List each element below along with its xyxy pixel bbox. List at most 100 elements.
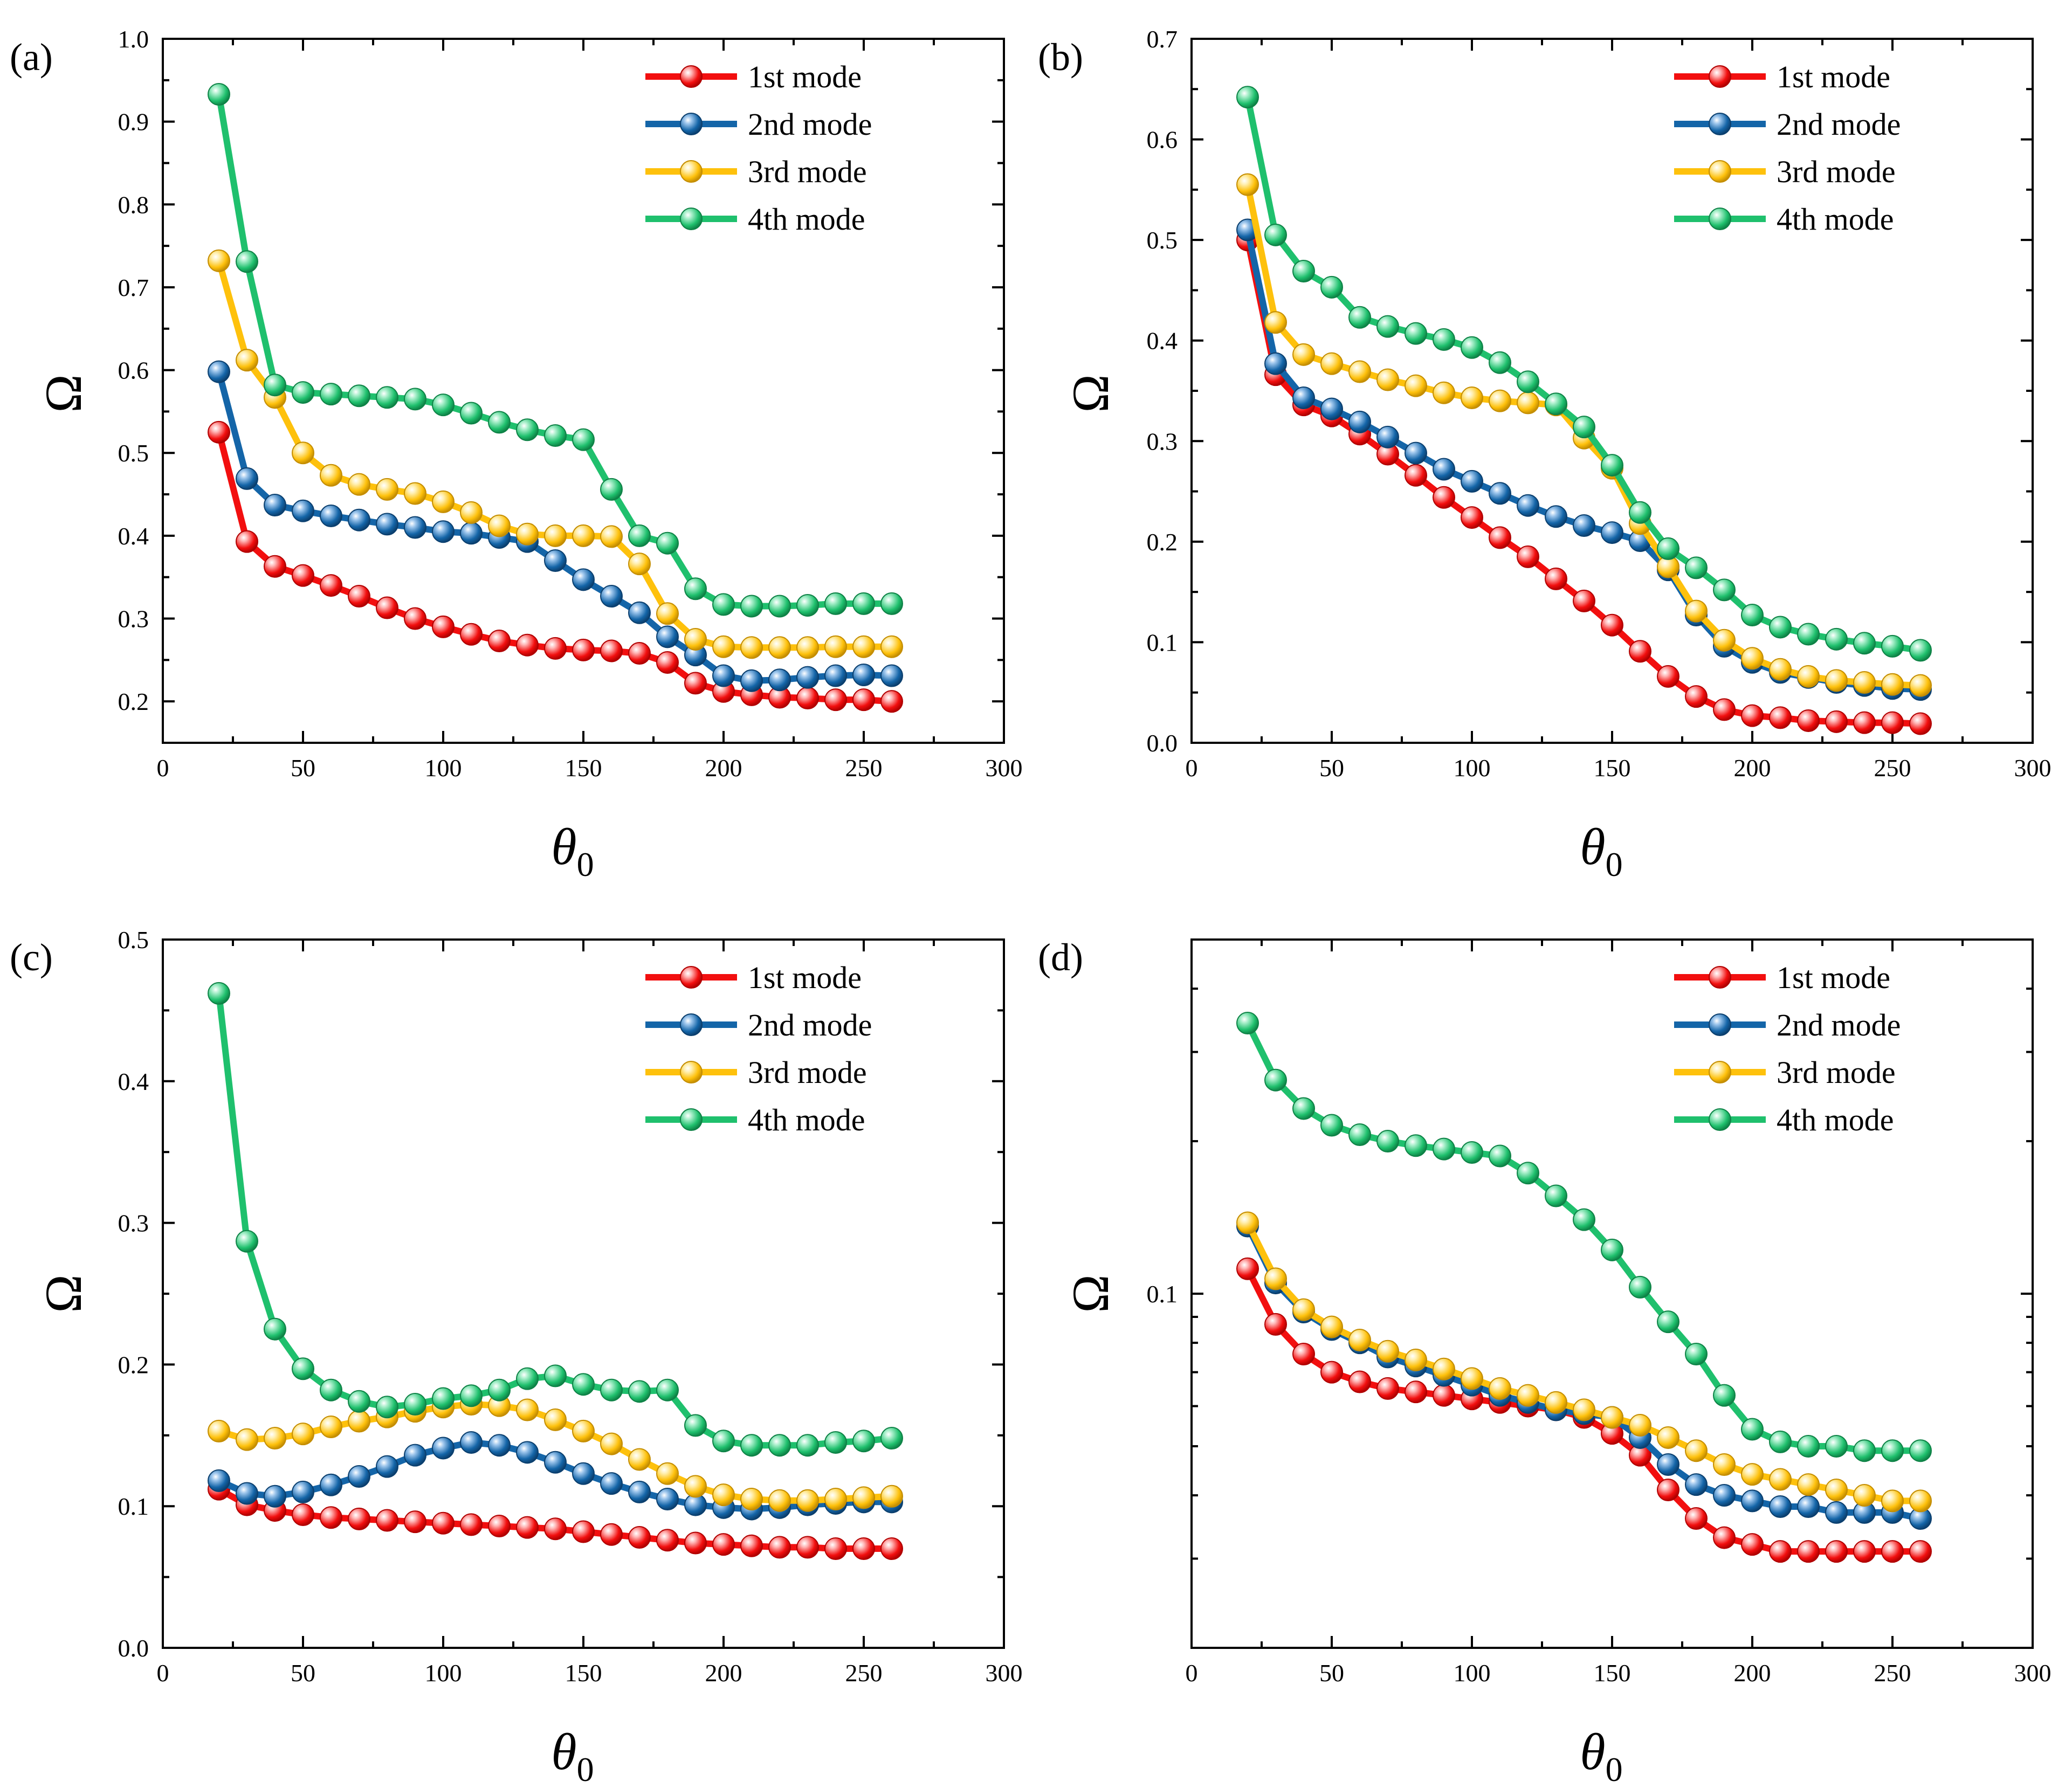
x-tick-label: 100 (425, 1659, 462, 1687)
data-point (1264, 1267, 1287, 1290)
y-tick-label: 0.4 (118, 522, 149, 550)
data-point (572, 1462, 595, 1485)
x-tick-label: 150 (1594, 754, 1631, 782)
x-tick-label: 150 (1594, 1659, 1631, 1687)
y-tick-label: 0.5 (1147, 226, 1178, 254)
data-point (1264, 1068, 1287, 1092)
data-point (1685, 1507, 1708, 1530)
data-point (292, 1357, 314, 1380)
data-point (1853, 711, 1876, 734)
data-point (600, 639, 623, 662)
y-tick-label: 1.0 (118, 25, 149, 53)
data-point (852, 688, 875, 712)
data-point (348, 473, 370, 496)
legend-label: 2nd mode (1777, 107, 1901, 142)
data-point (236, 1482, 258, 1505)
data-point (572, 524, 595, 547)
legend-label: 3rd mode (1777, 1055, 1896, 1090)
data-point (656, 1462, 679, 1485)
data-point (712, 1430, 735, 1453)
data-point (460, 1384, 483, 1407)
x-tick-label: 0 (157, 754, 169, 782)
data-point (1713, 629, 1736, 652)
data-point (1629, 1275, 1651, 1299)
data-point (488, 514, 511, 537)
y-tick-label: 0.1 (1147, 1280, 1178, 1308)
data-point (376, 596, 398, 619)
chart-panel-b: (b) 0 50 100 150 200 250 300 0.0 0.1 0.2 0.3 0.4 0.5 0… (1038, 25, 2052, 883)
data-point (1685, 556, 1708, 579)
data-point (1489, 389, 1511, 412)
data-point (1376, 425, 1399, 448)
plot-frame (1190, 38, 2034, 744)
legend-label: 2nd mode (748, 1007, 872, 1043)
data-point (1685, 685, 1708, 708)
data-point (824, 1431, 847, 1454)
data-point (656, 602, 679, 625)
data-point (292, 1423, 314, 1446)
data-point (768, 1434, 791, 1457)
data-point (208, 420, 230, 444)
data-point (320, 1506, 342, 1529)
data-point (1741, 604, 1764, 627)
y-tick-label: 0.9 (118, 108, 149, 136)
data-point (1348, 410, 1371, 433)
series-4th-mode (1236, 1012, 1932, 1462)
legend-label: 4th mode (748, 1102, 865, 1137)
series-line (1244, 239, 1921, 727)
data-point (1797, 1495, 1820, 1518)
data-point (1433, 1384, 1455, 1407)
y-tick-label: 0.3 (1147, 427, 1178, 455)
data-point (376, 1396, 398, 1419)
data-point (1405, 374, 1427, 397)
data-point (208, 1419, 230, 1442)
data-point (432, 1511, 455, 1535)
data-point (684, 577, 707, 600)
data-point (684, 1414, 707, 1437)
data-point (852, 592, 875, 615)
legend-swatch-marker (680, 208, 703, 230)
data-point (824, 1537, 847, 1561)
data-point (600, 1472, 623, 1495)
x-tick-label: 300 (986, 1659, 1023, 1687)
data-point (488, 630, 511, 653)
data-point (292, 1480, 314, 1503)
data-point (1376, 368, 1399, 391)
legend-label: 3rd mode (1777, 154, 1896, 189)
legend-label: 1st mode (1777, 960, 1890, 995)
data-point (1348, 360, 1371, 383)
data-point (1433, 1137, 1455, 1161)
data-point (1461, 386, 1483, 410)
data-point (852, 1537, 875, 1561)
data-point (1657, 1426, 1679, 1449)
legend-label: 2nd mode (1777, 1007, 1901, 1043)
data-point (544, 637, 567, 660)
legend-item-4th-mode: 4th mode (645, 202, 865, 237)
data-point (376, 478, 398, 501)
x-axis-title: θ0 (551, 1723, 594, 1788)
data-point (1264, 223, 1287, 246)
legend-swatch-marker (1709, 1061, 1731, 1083)
data-point (1825, 669, 1848, 692)
x-tick-label: 250 (845, 1659, 883, 1687)
data-point (1461, 1141, 1483, 1164)
data-point (768, 1536, 791, 1559)
data-point (880, 1485, 903, 1508)
data-point (460, 522, 483, 545)
data-point (1881, 634, 1904, 658)
data-point (404, 482, 426, 505)
legend: 1st mode 2nd mode 3rd mode 4th mode (645, 59, 872, 237)
y-axis-title: Ω (35, 1274, 92, 1313)
data-point (1769, 706, 1792, 729)
data-point (376, 386, 398, 409)
data-point (236, 530, 258, 553)
data-point (516, 633, 539, 657)
legend-item-1st-mode: 1st mode (645, 59, 862, 94)
data-point (1797, 1473, 1820, 1496)
data-point (1741, 1533, 1764, 1556)
legend-swatch-marker (1709, 65, 1731, 88)
data-point (1376, 315, 1399, 338)
legend-item-4th-mode: 4th mode (1674, 1102, 1894, 1137)
data-point (1236, 1211, 1259, 1234)
y-tick-label: 0.5 (118, 926, 149, 954)
